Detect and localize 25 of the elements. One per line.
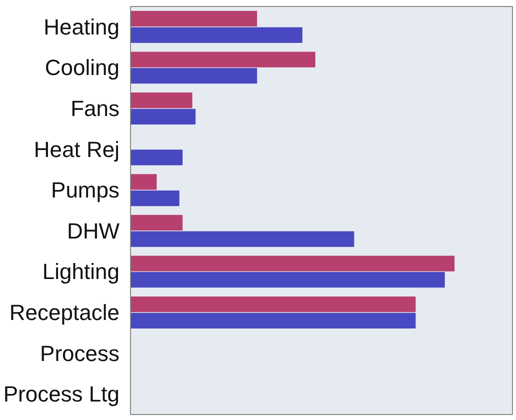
- y-tick-label: Pumps: [51, 178, 120, 203]
- bar: [130, 214, 183, 231]
- y-tick-label: Heating: [44, 14, 120, 40]
- bar: [130, 92, 192, 108]
- bar: [130, 52, 316, 68]
- bar: [130, 190, 180, 206]
- y-tick-label: Process: [40, 340, 120, 366]
- y-tick-label: Heat Rej: [34, 136, 120, 162]
- bar: [130, 231, 354, 247]
- bar: [130, 272, 445, 288]
- y-tick-label: Receptacle: [9, 300, 120, 325]
- bar: [130, 174, 157, 190]
- bar: [130, 256, 455, 272]
- bar: [130, 296, 416, 312]
- y-tick-label: DHW: [66, 218, 120, 244]
- y-tick-label: Cooling: [44, 55, 120, 80]
- bar: [130, 312, 416, 328]
- bar: [130, 150, 183, 166]
- bar: [130, 10, 258, 27]
- bar: [130, 108, 196, 124]
- y-tick-label: Fans: [70, 96, 120, 121]
- bar: [130, 27, 302, 43]
- bar: [130, 68, 258, 84]
- y-tick-label: Process Ltg: [3, 382, 120, 407]
- y-tick-label: Lighting: [42, 259, 120, 284]
